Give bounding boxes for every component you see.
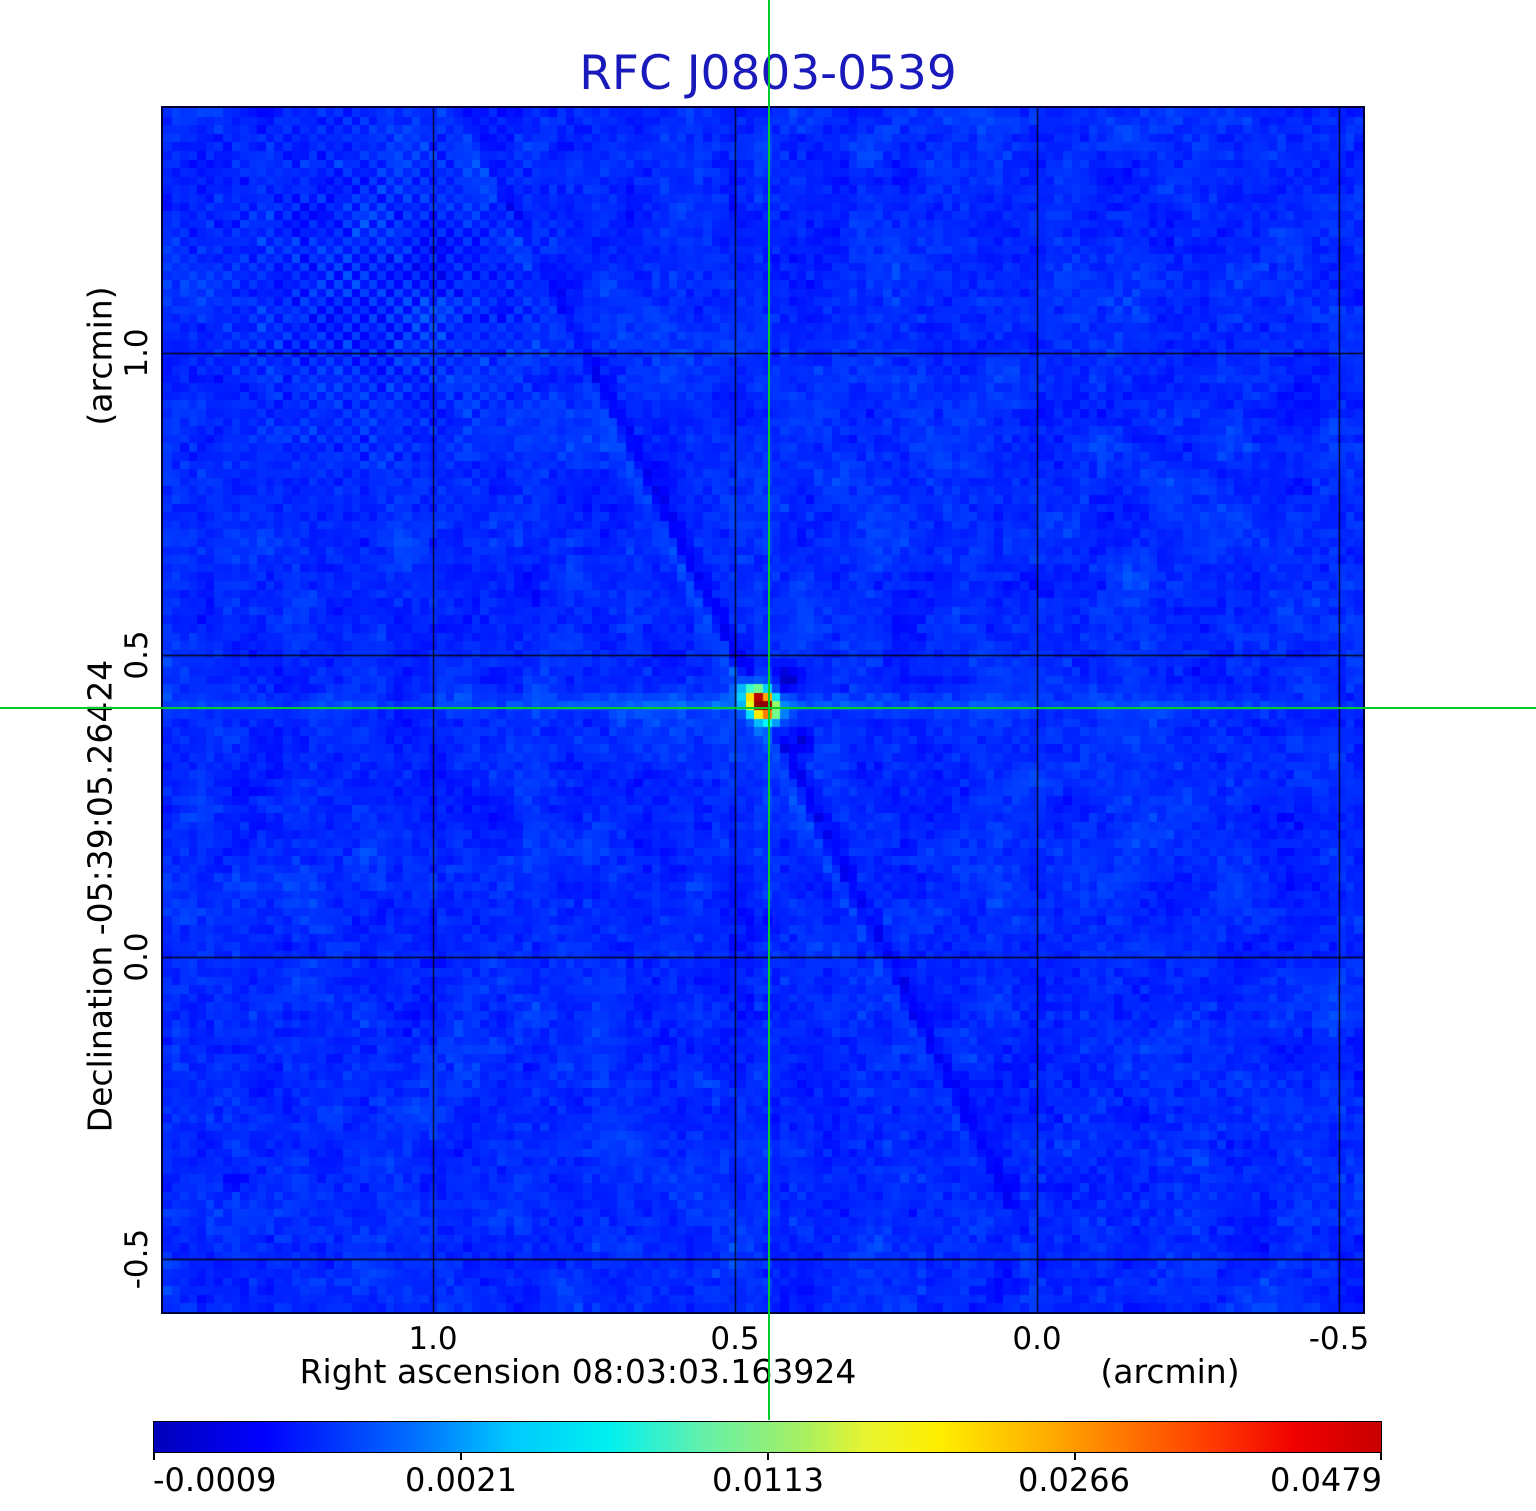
y-axis-unit-label: (arcmin): [80, 286, 120, 426]
colorbar-label-min: -0.0009: [153, 1461, 277, 1499]
y-axis-label: Declination -05:39:05.26424: [80, 659, 120, 1133]
y-tick-label-0.0: 0.0: [119, 932, 155, 982]
sky-map-frame: [161, 106, 1365, 1314]
colorbar-tick-50: [767, 1452, 769, 1460]
colorbar-tick-75: [1074, 1452, 1076, 1460]
x-tick-label-1.0: 1.0: [408, 1321, 458, 1357]
colorbar-tick-0: [153, 1452, 155, 1460]
crosshair-vertical-line: [768, 0, 770, 1420]
sky-map-canvas: [163, 108, 1363, 1312]
colorbar-tick-25: [460, 1452, 462, 1460]
colorbar-label-50: 0.0113: [712, 1461, 824, 1499]
colorbar-label-75: 0.0266: [1018, 1461, 1130, 1499]
x-tick-label-0.0: 0.0: [1012, 1321, 1062, 1357]
colorbar-tick-100: [1380, 1452, 1382, 1460]
x-tick-label-0.5: 0.5: [710, 1321, 760, 1357]
colorbar-gradient: [153, 1421, 1382, 1453]
x-axis-label: Right ascension 08:03:03.163924: [299, 1352, 857, 1391]
x-tick-label--0.5: -0.5: [1308, 1321, 1370, 1357]
y-tick-label-0.5: 0.5: [119, 630, 155, 680]
colorbar-label-max: 0.0479: [1270, 1461, 1382, 1499]
y-tick-label--0.5: -0.5: [119, 1228, 155, 1290]
y-tick-label-1.0: 1.0: [119, 328, 155, 378]
x-axis-unit-label: (arcmin): [1100, 1352, 1240, 1391]
crosshair-horizontal-line: [0, 707, 1536, 709]
colorbar-label-25: 0.0021: [405, 1461, 517, 1499]
